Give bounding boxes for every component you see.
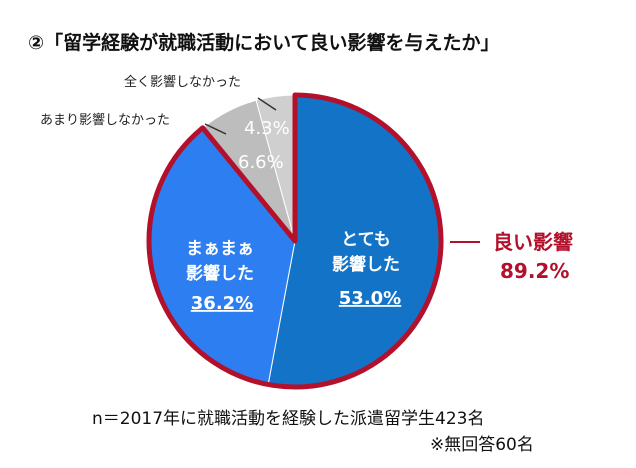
- label-somewhat-line1: まぁまぁ: [186, 239, 254, 259]
- leader-line-not-much: [204, 123, 227, 135]
- callout-value: 89.2%: [500, 259, 569, 283]
- pct-not-much: 6.6%: [238, 152, 284, 173]
- highlight-outline: [146, 92, 444, 390]
- callout-label: 良い影響: [493, 230, 573, 254]
- label-not-much: あまり影響しなかった: [40, 112, 170, 128]
- sample-note: n＝2017年に就職活動を経験した派遣留学生423名: [92, 409, 485, 429]
- label-very-line2: 影響した: [332, 254, 400, 275]
- pct-not-at-all: 4.3%: [244, 118, 290, 139]
- pie-slices: [148, 94, 442, 388]
- leader-line-not-at-all: [257, 97, 277, 111]
- label-not-at-all: 全く影響しなかった: [124, 74, 241, 90]
- label-very-line1: とても: [341, 230, 391, 250]
- pct-very: 53.0%: [339, 288, 401, 309]
- label-somewhat-line2: 影響した: [186, 263, 254, 284]
- highlight-outline-group: [146, 92, 444, 390]
- chart-title: ②「留学経験が就職活動において良い影響を与えたか」: [28, 32, 500, 54]
- missing-note: ※無回答60名: [430, 435, 534, 455]
- pct-somewhat: 36.2%: [191, 293, 253, 314]
